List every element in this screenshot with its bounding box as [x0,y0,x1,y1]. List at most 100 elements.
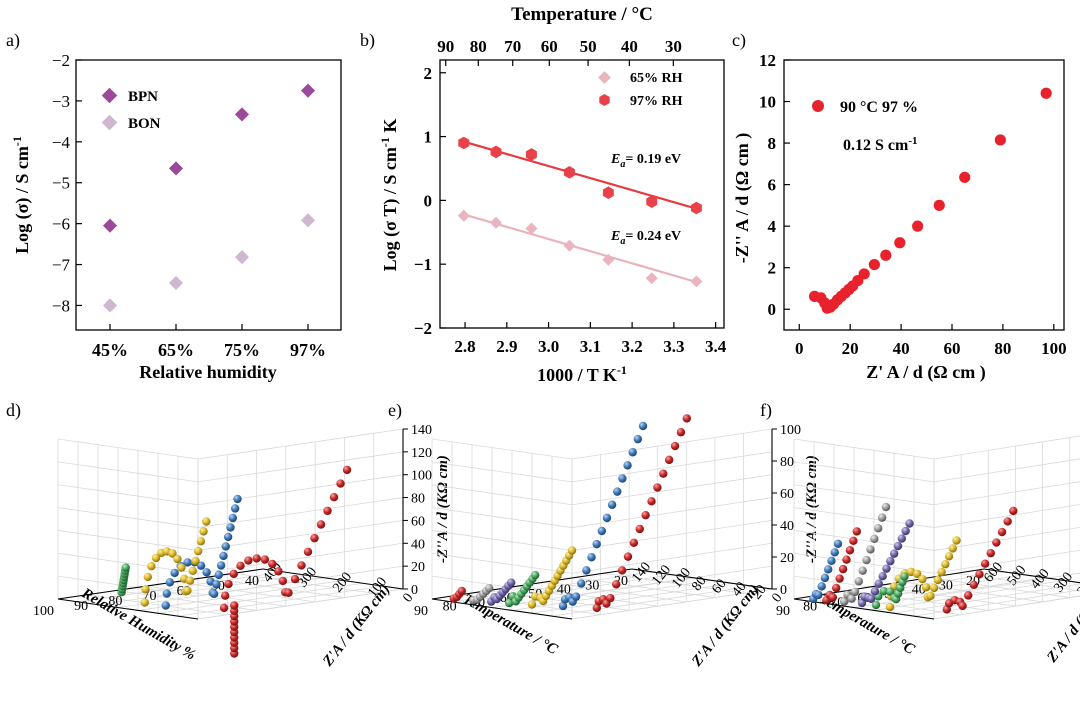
panel-label-a: a) [6,30,20,51]
ztick-label: 20 [780,551,794,566]
grid-line [57,438,199,460]
point-a-bon [102,298,118,313]
point-b-97rh [490,145,502,159]
sphere-red [992,538,1001,547]
sphere-blue [214,570,223,580]
point-b-65rh [645,272,658,285]
xlabel-b-sup: -1 [617,363,627,377]
ztick-label: 120 [411,446,432,461]
sphere-blue [820,573,830,583]
sphere-purple [901,526,910,536]
ztick-label: 0 [780,583,787,598]
top-tick-label-b: 30 [665,37,682,56]
sphere-blue [597,526,607,536]
sphere-yellow [885,602,895,612]
x-axis-label-3d: Z'A / d (KΩ cm) [689,582,763,670]
sphere-red [457,586,466,596]
grid-line [793,530,935,551]
sphere-blue [814,590,823,600]
marks-c [808,87,1052,314]
ztick-label: 40 [411,537,425,552]
top-tick-label-b: 90 [437,37,454,56]
top-tick-label-b: 70 [504,37,521,56]
xtick-label-3d: 400 [1028,566,1053,592]
point-a-bon [300,213,316,228]
grid-line [571,474,773,506]
sphere-red [260,555,270,564]
point-b-97rh [526,148,537,161]
grid-line [431,507,573,528]
sphere-blue [209,589,219,599]
point-a-bpn [102,218,118,233]
point-a-bpn [234,107,250,122]
plot-frame-a [75,59,342,331]
grid-line [175,581,316,603]
grid-line [571,542,773,574]
grid-line [57,575,199,597]
grid-line [571,588,773,620]
sphere-blue [226,523,235,532]
fit-line-b [463,140,697,210]
sphere-blue [228,513,238,523]
sphere-purple [870,587,880,596]
sphere-yellow [918,574,927,584]
xtick-label-b: 3.0 [538,337,559,356]
ytick-label-b: 0 [424,191,433,210]
legend-b-97-label: 97% RH [630,94,683,109]
point-a-bpn [168,161,184,176]
sphere-yellow [191,556,200,566]
z-axis-label: -Z''A / d (KΩ cm) [804,455,820,563]
grid-line [57,507,199,528]
sphere-yellow [199,527,208,536]
sphere-yellow [151,553,161,563]
sphere-green [886,587,895,596]
sphere-red [986,548,995,558]
sphere-red [635,524,644,534]
sphere-yellow [937,567,946,577]
top-tick-label-b: 50 [580,37,597,56]
sphere-blue [230,504,240,513]
sphere-gray [485,584,494,593]
grid-line [197,542,404,574]
axes-c: 0 2 4 6 8 10 12 0 20 40 60 80 100 [759,51,1067,358]
sphere-blue [571,592,581,601]
sphere-blue [202,568,211,577]
depth-tick-label: 40 [245,574,259,589]
sphere-gray [858,566,867,575]
point-c [858,268,870,280]
point-c [880,249,892,261]
point-b-97rh [646,195,658,208]
grid-line [57,530,199,551]
xtick-label-3d: 80 [689,574,709,594]
ytick-label-b: −1 [414,255,432,274]
legend-b-65-label: 65% RH [630,71,683,86]
legend-c-value: 0.12 S cm-1 [843,135,918,154]
sphere-blue [170,568,179,578]
xtick-label-a: 75% [224,340,260,360]
sphere-gray [862,555,871,565]
sphere-blue [607,500,617,509]
ztick-label: 140 [411,423,432,438]
sphere-red [592,603,601,613]
ytick-label-a: −2 [52,51,70,70]
axis-line [631,568,773,590]
grid-line [117,577,324,608]
sphere-purple [893,541,903,551]
ytick-label-a: −7 [52,256,71,275]
point-c [959,171,971,183]
grid-line [933,595,1080,620]
sphere-blue [817,582,826,591]
sphere-yellow [929,583,939,593]
sphere-purple [882,564,891,573]
ztick-label: 100 [780,423,801,438]
ztick-label: 80 [411,492,425,507]
sphere-red [828,593,837,602]
sphere-red [290,574,300,584]
sphere-blue [824,565,833,574]
sphere-yellow [567,546,577,555]
sphere-red [835,574,844,583]
grid-line [197,520,404,551]
sphere-red [229,569,238,579]
ytick-label-b: 1 [424,128,433,147]
legend-a-bpn-label: BPN [128,89,158,105]
